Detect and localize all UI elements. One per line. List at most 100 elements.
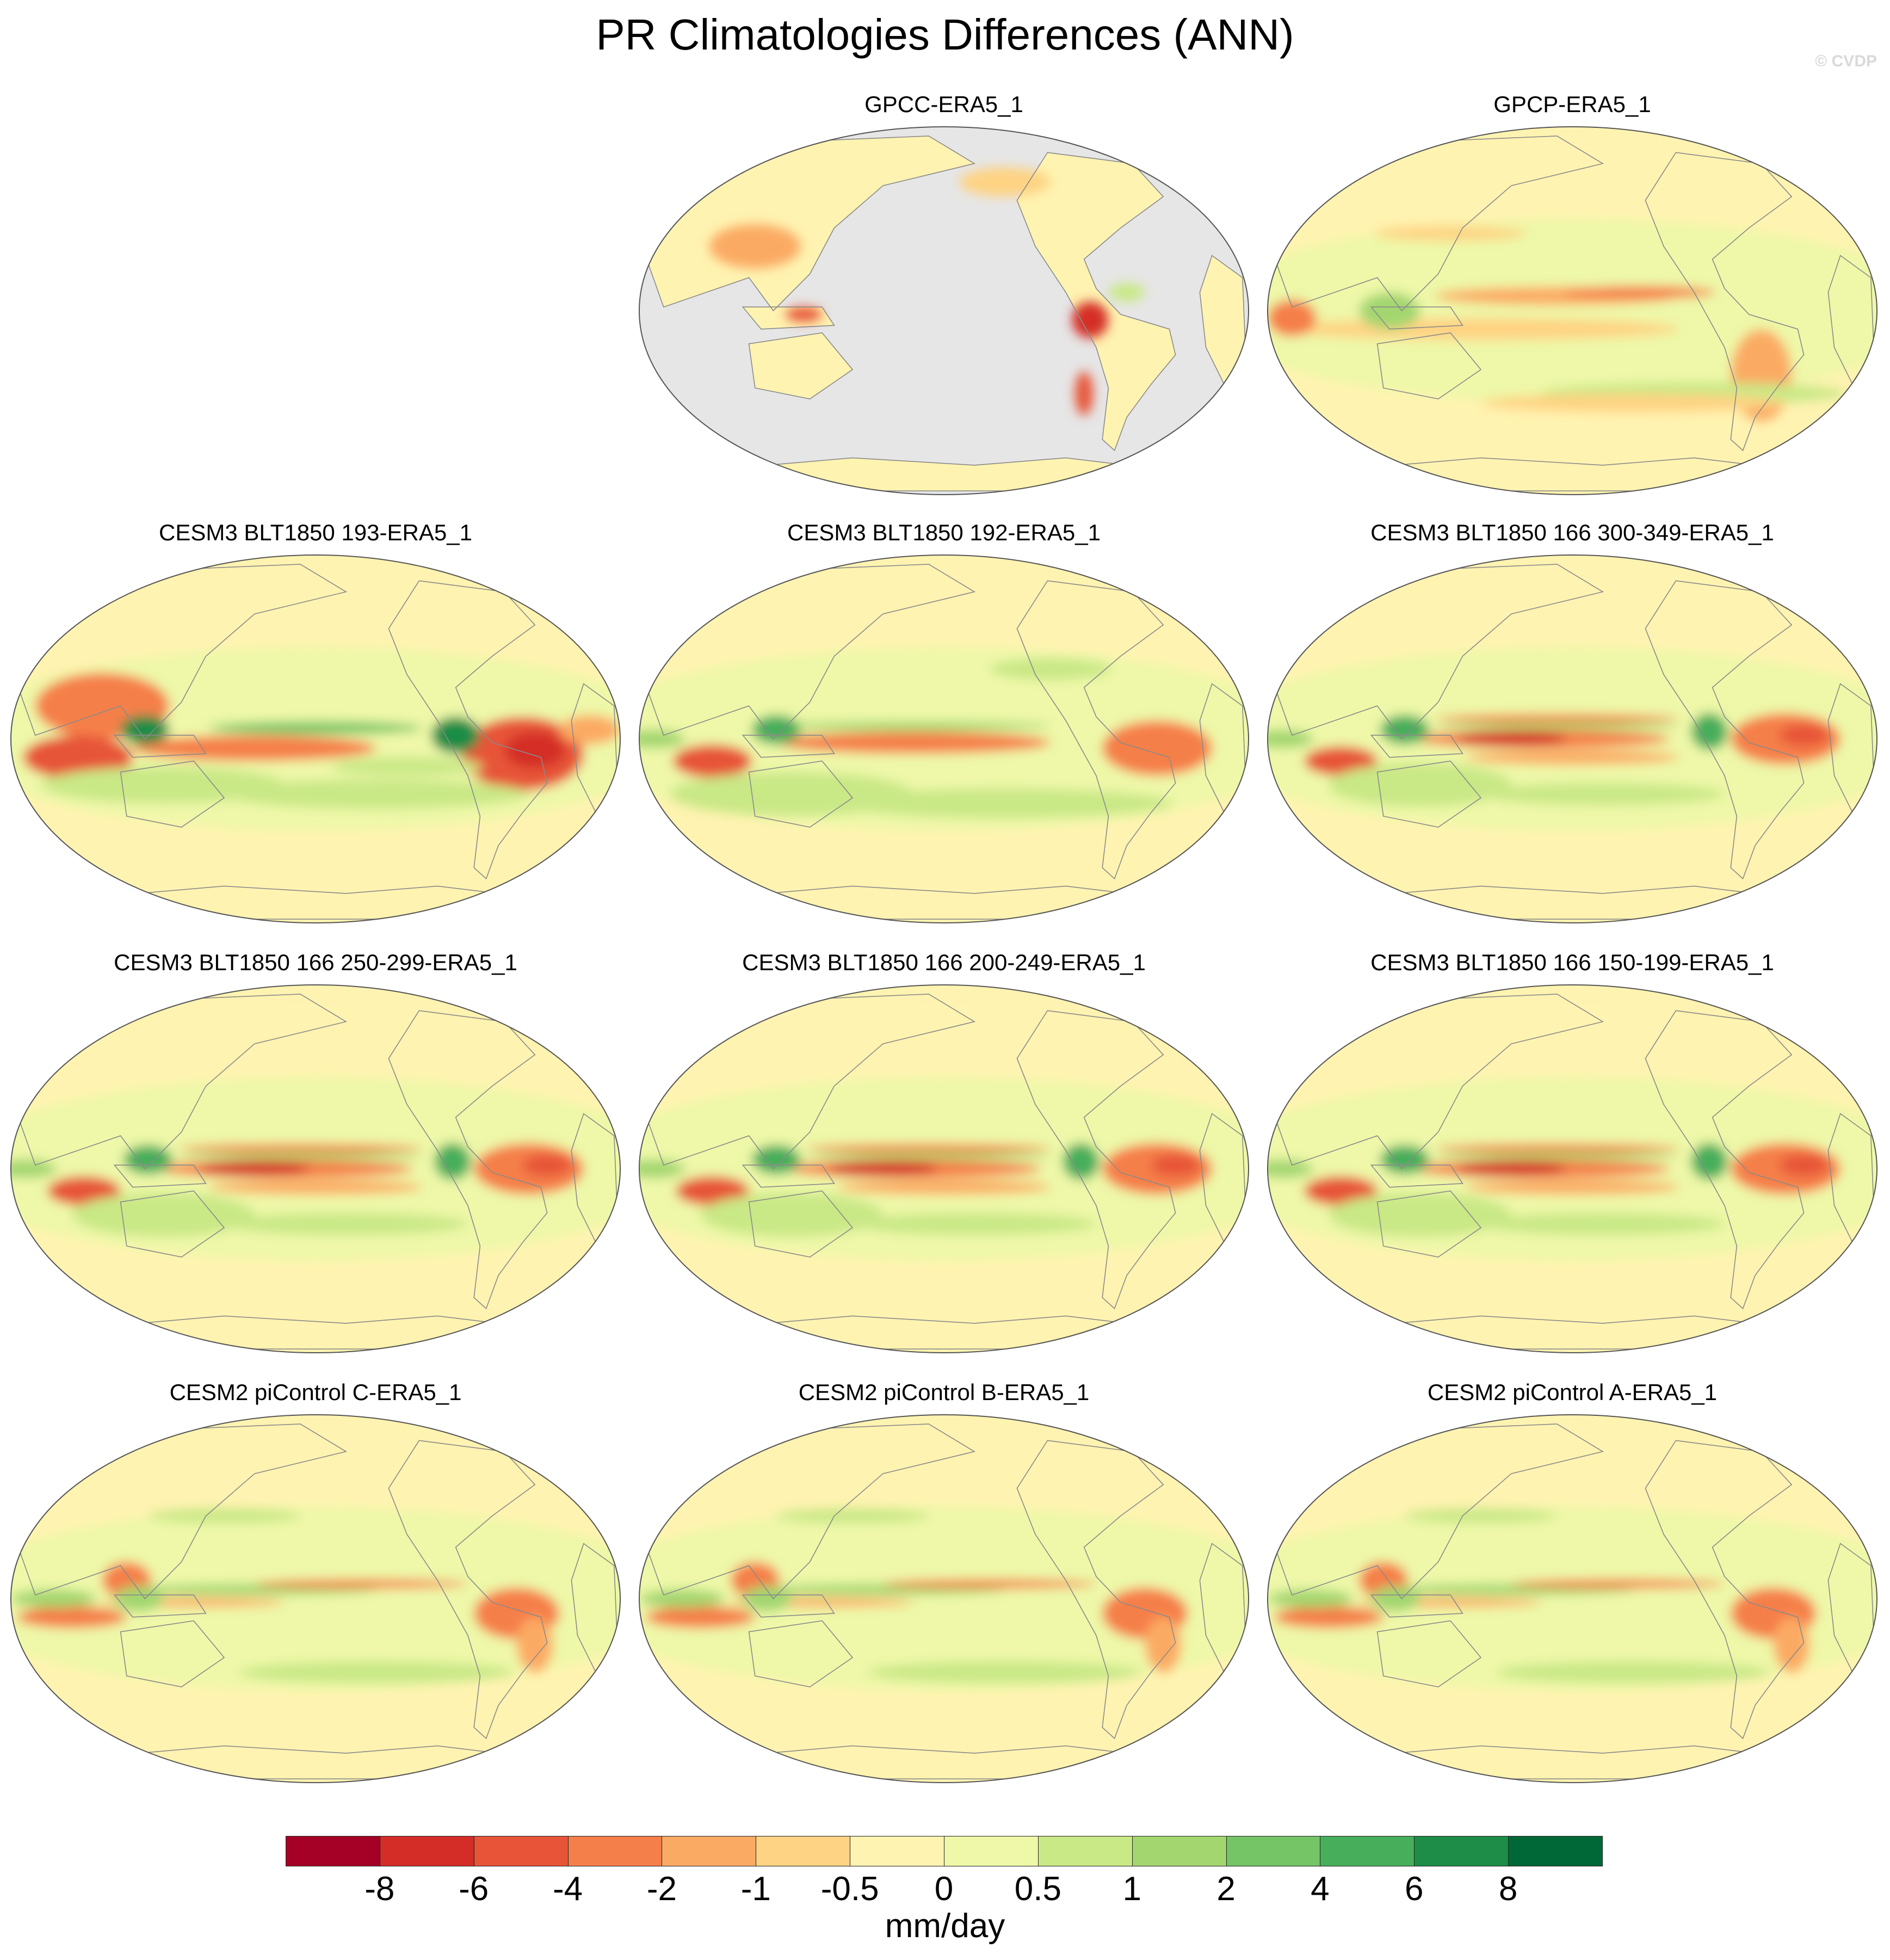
anomaly-region (11, 1507, 620, 1691)
anomaly-region (990, 658, 1111, 680)
anomaly-region (1151, 1154, 1200, 1176)
map-border (10, 1414, 621, 1783)
colorbar-swatch (662, 1836, 757, 1866)
anomaly-region (1268, 864, 1877, 916)
anomaly-region (837, 788, 1172, 818)
panel-title: CESM3 BLT1850 166 250-299-ERA5_1 (114, 950, 517, 975)
coastline-australia (1376, 1190, 1482, 1258)
coastline-maritime (742, 735, 835, 758)
colorbar-tick-label: -8 (365, 1870, 395, 1908)
coastline-australia (1376, 760, 1482, 828)
robinson-map (1267, 126, 1877, 495)
coastline-americas (1016, 580, 1176, 880)
anomaly-region (120, 715, 170, 745)
map-panel: CESM2 piControl C-ERA5_1 (5, 1379, 626, 1804)
anomaly-region (676, 1176, 749, 1206)
anomaly-region (639, 562, 1249, 629)
coastline-americas (388, 580, 548, 880)
coastline-americas (1016, 1010, 1176, 1310)
colorbar-swatch (1414, 1836, 1509, 1866)
coastline-greenland (516, 565, 566, 607)
anomaly-region (331, 757, 483, 776)
coastline-australia (748, 760, 854, 828)
anomaly-region (1359, 292, 1420, 329)
anomaly-region (72, 1192, 255, 1237)
anomaly-region (1435, 1144, 1679, 1154)
coastline-maritime (1370, 306, 1463, 330)
anomaly-region (1074, 371, 1094, 416)
anomaly-region (1779, 724, 1829, 747)
anomaly-region (1268, 1422, 1877, 1489)
anomaly-region (828, 1161, 938, 1176)
anomaly-region (645, 1606, 755, 1629)
land-australia (749, 332, 853, 399)
anomaly-region (1691, 1143, 1728, 1180)
anomaly-region (853, 1213, 1096, 1235)
anomaly-region (1304, 746, 1378, 776)
anomaly-region (639, 730, 685, 748)
anomaly-region (1405, 1508, 1557, 1524)
robinson-map (10, 1414, 621, 1783)
panel-title: GPCP-ERA5_1 (1493, 91, 1651, 117)
coastline-maritime (1370, 735, 1463, 758)
anomaly-region (1466, 1180, 1679, 1195)
coastline-maritime (113, 1594, 207, 1618)
anomaly-region (11, 562, 620, 629)
colorbar-tick-label: 4 (1311, 1870, 1330, 1908)
anomaly-region (522, 1154, 572, 1176)
anomaly-region (776, 1508, 929, 1524)
anomaly-region (1268, 992, 1877, 1059)
map-border (639, 554, 1249, 923)
coastline-greenland (1772, 995, 1823, 1037)
anomaly-region (1456, 1161, 1566, 1176)
coastline-australia (748, 1620, 854, 1688)
robinson-map (1267, 1414, 1877, 1783)
anomaly-region (1329, 1192, 1511, 1237)
anomaly-region (23, 735, 133, 780)
colorbar-swatch (473, 1836, 569, 1866)
coastline-australia (748, 1190, 854, 1258)
colorbar-swatch (379, 1836, 474, 1866)
map-panel: GPCP-ERA5_1 (1262, 91, 1882, 516)
anomaly-region (639, 1293, 1249, 1346)
anomaly-region (1268, 1723, 1877, 1776)
coastline-greenland (1144, 565, 1195, 607)
colorbar-tick-label: -4 (552, 1870, 583, 1908)
anomaly-region (1274, 1606, 1383, 1629)
anomaly-region (148, 1508, 300, 1524)
anomaly-region (883, 1579, 1096, 1589)
anomaly-region (639, 992, 1249, 1059)
anomaly-region (1435, 714, 1679, 724)
anomaly-region (1466, 750, 1679, 765)
map-panel: CESM3 BLT1850 166 300-349-ERA5_1 (1262, 520, 1882, 944)
robinson-map (1267, 554, 1877, 923)
coastline-maritime (113, 1164, 207, 1188)
anomaly-region (239, 1661, 514, 1684)
map-border (639, 984, 1249, 1353)
colorbar-swatch (1508, 1836, 1603, 1866)
coastline-maritime (1370, 1164, 1463, 1188)
anomaly-region (1283, 318, 1679, 341)
map-panel: CESM3 BLT1850 193-ERA5_1 (5, 520, 626, 944)
anomaly-region (776, 731, 1051, 754)
land-africa (1200, 255, 1246, 385)
map-border (1267, 984, 1877, 1353)
colorbar-swatch (756, 1836, 851, 1866)
anomaly-region (47, 1176, 121, 1206)
anomaly-region (209, 721, 422, 735)
coastline-americas (388, 1440, 548, 1740)
coastline-greenland (516, 1425, 566, 1467)
coastline-americas (1016, 1440, 1176, 1740)
coastline-greenland (1144, 137, 1195, 179)
anomaly-region (776, 721, 1051, 731)
anomaly-region (807, 1152, 1051, 1160)
cvdp-watermark: © CVDP (1815, 52, 1877, 70)
anomaly-region (1779, 1154, 1829, 1176)
coastline-greenland (516, 995, 566, 1037)
coastline-maritime (742, 1164, 835, 1188)
anomaly-region (1268, 562, 1877, 629)
anomaly-region (1102, 720, 1212, 776)
anomaly-region (700, 1192, 883, 1237)
anomaly-region (1268, 1507, 1877, 1691)
anomaly-region (1481, 1213, 1725, 1235)
